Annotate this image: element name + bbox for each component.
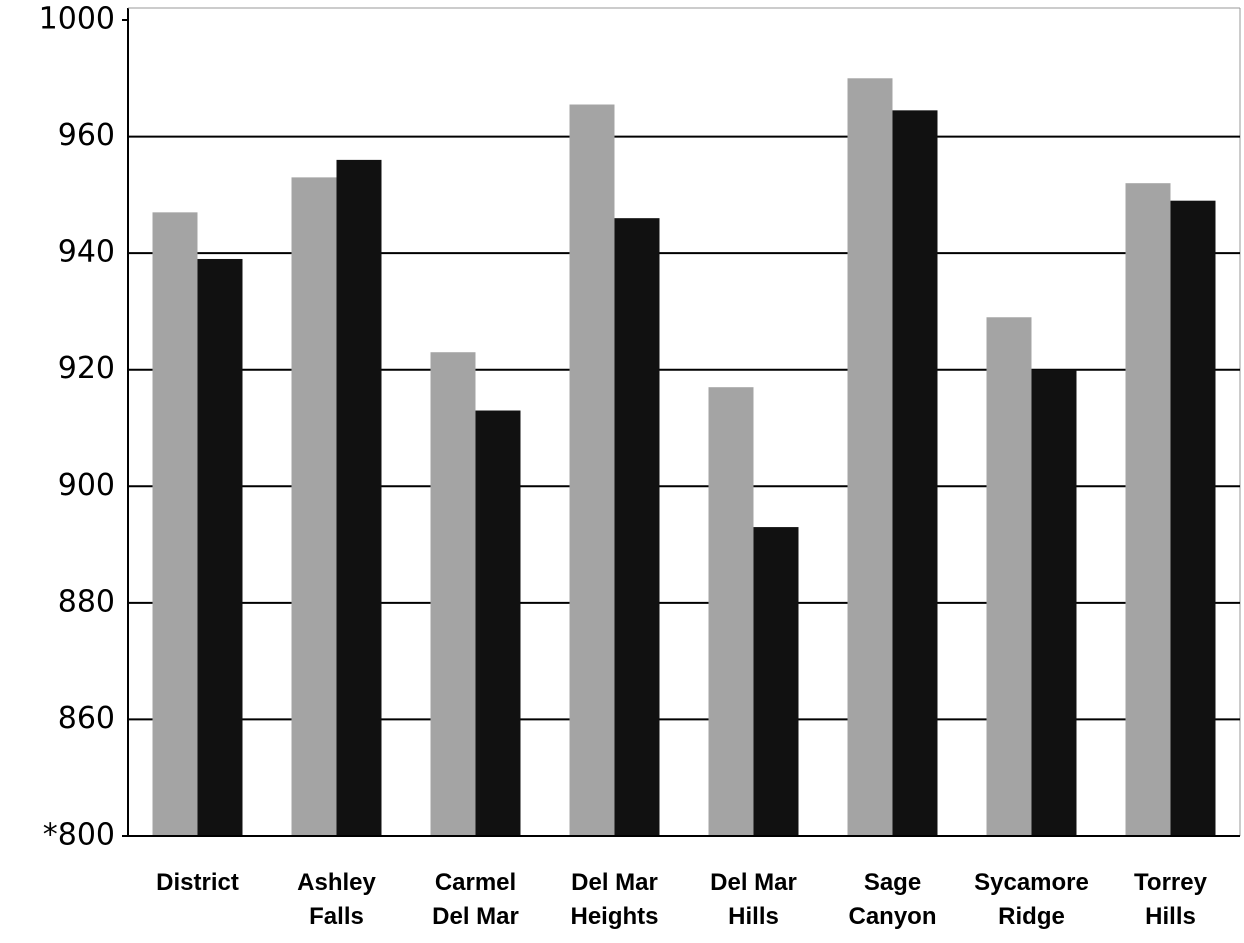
bar <box>986 317 1032 836</box>
x-tick-label: Sage Canyon <box>848 869 936 930</box>
x-tick-label: Carmel Del Mar <box>432 869 519 930</box>
x-tick-label-line: Hills <box>1145 903 1196 930</box>
bar <box>475 410 521 836</box>
bar <box>1125 183 1171 836</box>
bar <box>291 177 337 836</box>
y-tick-label: 900 <box>58 468 115 503</box>
x-tick-label-line: Hills <box>728 903 779 930</box>
x-tick-label-line: District <box>156 869 239 896</box>
bar <box>430 352 476 836</box>
x-tick-label: Del Mar Hills <box>710 869 797 930</box>
x-tick-label-line: Falls <box>309 903 364 930</box>
y-tick-label: 860 <box>58 701 115 736</box>
bar <box>569 104 615 836</box>
bar <box>336 159 382 836</box>
x-tick-label: Sycamore Ridge <box>974 869 1089 930</box>
x-tick-label-line: Sage <box>864 869 921 896</box>
y-tick-label: 880 <box>58 584 115 619</box>
bar <box>1031 369 1077 836</box>
x-tick-label-line: Canyon <box>848 903 936 930</box>
x-tick-label-line: Torrey <box>1134 869 1208 896</box>
x-tick-label: Torrey Hills <box>1134 869 1208 930</box>
x-tick-label: District <box>156 869 239 896</box>
bar <box>847 78 893 837</box>
bar <box>708 387 754 836</box>
bar <box>614 218 660 836</box>
y-tick-label: 1000 <box>39 2 115 37</box>
x-tick-label-line: Heights <box>570 903 658 930</box>
x-tick-label-line: Ridge <box>998 903 1065 930</box>
x-tick-label-line: Del Mar <box>571 869 658 896</box>
bar <box>197 258 243 836</box>
x-tick-label: Ashley Falls <box>297 869 376 930</box>
x-tick-label: Del Mar Heights <box>570 869 658 930</box>
bar <box>1170 200 1216 836</box>
bar <box>892 110 938 837</box>
bar <box>753 527 799 836</box>
x-tick-label-line: Del Mar <box>710 869 797 896</box>
bar <box>152 212 198 837</box>
x-tick-label-line: Del Mar <box>432 903 519 930</box>
y-tick-label: *800 <box>43 818 115 853</box>
x-tick-label-line: Carmel <box>435 869 516 896</box>
x-tick-label-line: Sycamore <box>974 869 1089 896</box>
y-tick-label: 940 <box>58 235 115 270</box>
y-tick-label: 960 <box>58 118 115 153</box>
y-tick-label: 920 <box>58 351 115 386</box>
x-tick-label-line: Ashley <box>297 869 376 896</box>
